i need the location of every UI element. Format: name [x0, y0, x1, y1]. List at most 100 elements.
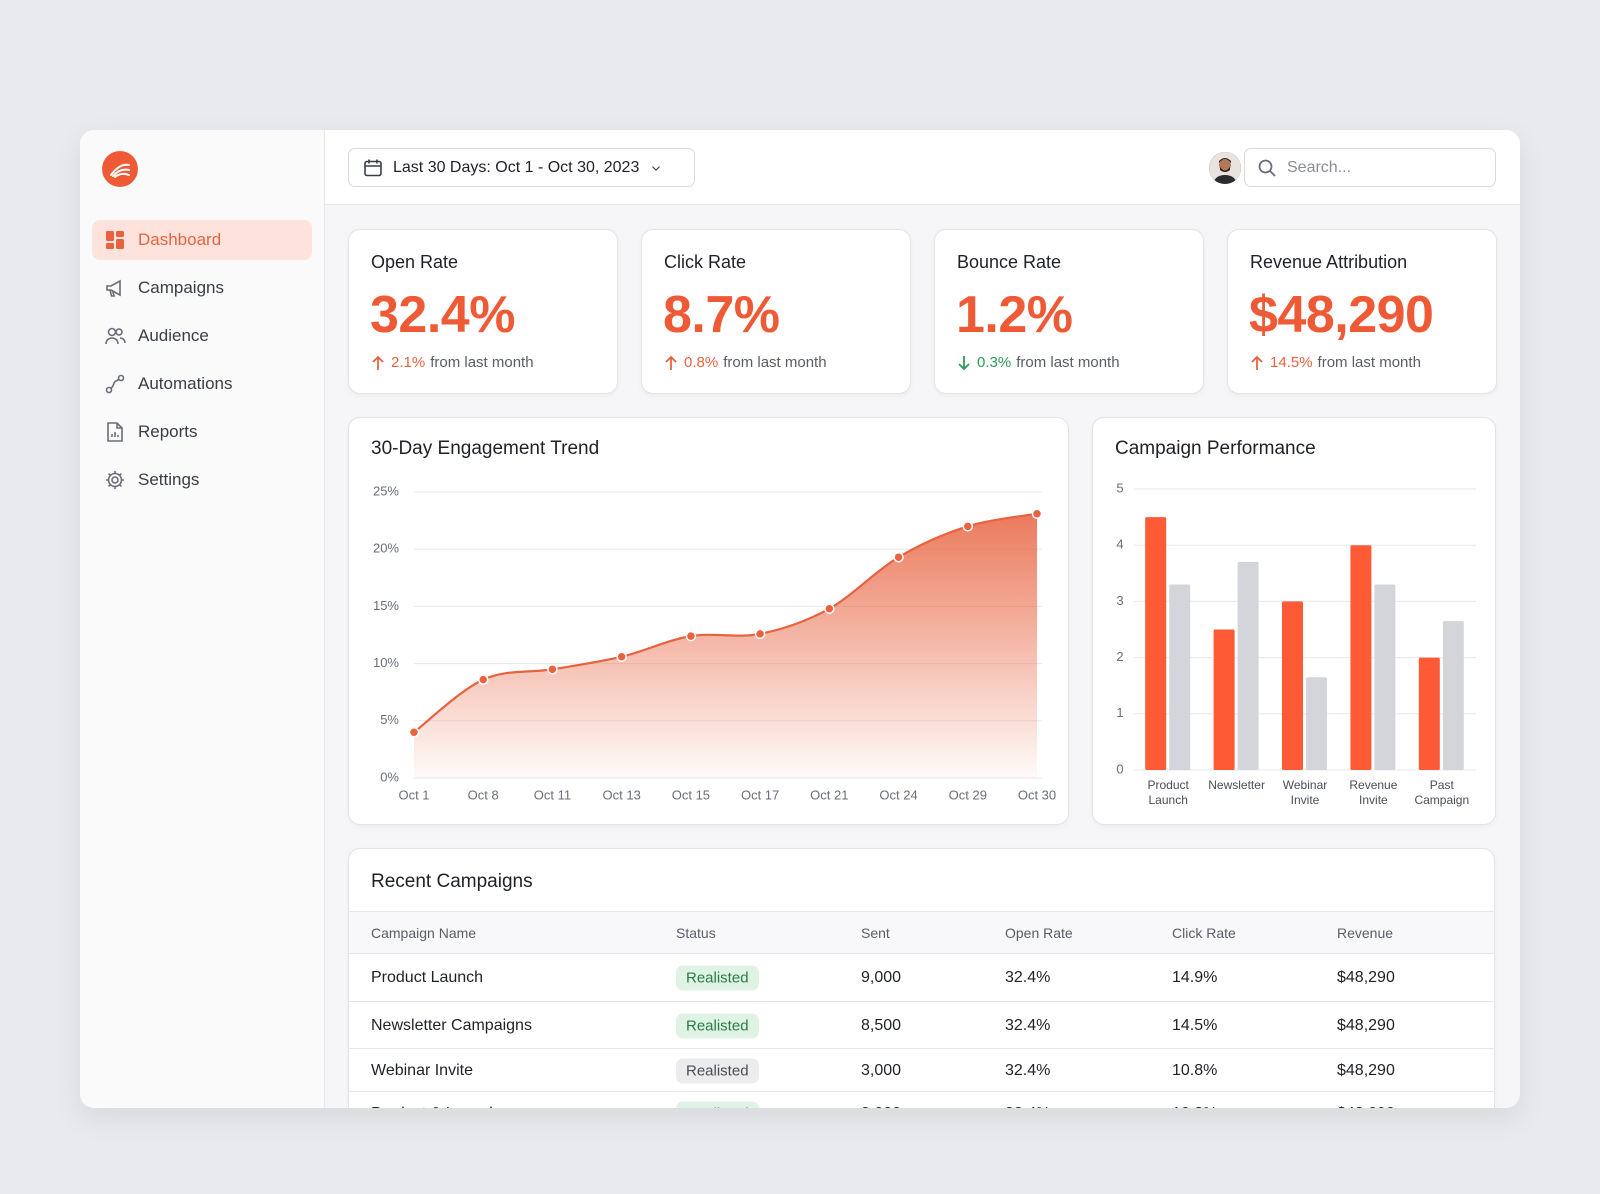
column-header: Campaign Name	[371, 925, 477, 941]
table-card: Recent Campaigns Campaign Name Status Sent…	[348, 848, 1495, 1108]
kpi-value: 1.2%	[956, 286, 1073, 344]
x-tick-label: Oct 11	[534, 787, 571, 802]
table-cell: $48,290	[1337, 1062, 1395, 1079]
table-cell: 9,000	[861, 969, 902, 986]
search-box[interactable]: Search...	[1244, 148, 1496, 187]
kpi-value: $48,290	[1249, 286, 1434, 344]
kpi-change: 14.5% from last month	[1250, 354, 1421, 371]
x-tick-label: Oct 15	[672, 787, 710, 802]
kpi-label: Bounce Rate	[957, 252, 1062, 272]
nav-item[interactable]: Automations	[92, 364, 312, 404]
x-tick-label: Oct 1	[398, 787, 429, 802]
arrow-shape	[665, 355, 677, 370]
x-tick-label: Oct 21	[810, 787, 848, 802]
bar	[1237, 562, 1259, 770]
nav-item[interactable]: Dashboard	[92, 220, 312, 260]
nav-label: Reports	[138, 422, 198, 441]
y-tick-label: 0%	[380, 769, 399, 784]
table-header	[349, 911, 1494, 954]
bar-chart-card: Campaign Performance 0 1 2 3 4 5 Product Launc…	[1092, 417, 1496, 825]
x-tick-label: Past Campaign	[1414, 778, 1470, 807]
sidebar: Dashboard Campaigns Audience Automations…	[80, 130, 325, 1108]
table-cell: Product & Launch	[371, 1105, 498, 1108]
table-cell: 8,500	[861, 1017, 902, 1034]
y-tick-label: 1	[1116, 705, 1123, 720]
kpi-change: 2.1% from last month	[371, 354, 534, 371]
kpi-change-note: from last month	[1317, 354, 1421, 371]
kpi-card: Revenue Attribution $48,290 14.5% from last…	[1227, 229, 1497, 394]
point	[1031, 508, 1043, 519]
nav-item[interactable]: Settings	[92, 460, 312, 500]
point	[962, 521, 974, 532]
nav-item[interactable]: Audience	[92, 316, 312, 356]
bar	[1374, 584, 1396, 770]
bar	[1306, 677, 1327, 770]
x-tick-label: Oct 30	[1018, 787, 1056, 802]
table-cell: $48,290	[1337, 969, 1395, 986]
date-range-label: Last 30 Days: Oct 1 - Oct 30, 2023	[393, 158, 640, 176]
x-tick-label: Webinar Invite	[1282, 778, 1328, 807]
kpi-label: Click Rate	[664, 252, 747, 272]
x-tick-label: Product Launch	[1147, 778, 1189, 807]
point	[408, 726, 420, 738]
status-pill: Realisted	[676, 1013, 759, 1039]
x-tick-label: Oct 24	[879, 787, 917, 802]
logo	[102, 151, 138, 187]
trend-arrow	[372, 355, 384, 370]
status-pill: Realisted	[676, 1101, 759, 1108]
line	[413, 512, 1038, 734]
point	[616, 651, 627, 662]
column-header: Click Rate	[1172, 925, 1236, 941]
nav-item[interactable]: Campaigns	[92, 268, 312, 308]
x-tick-label: Oct 13	[603, 787, 641, 802]
table-cell: 32.4%	[1005, 969, 1051, 986]
y-tick-label: 3	[1116, 593, 1123, 608]
chart-title: Campaign Performance	[1115, 438, 1316, 459]
table-title: Recent Campaigns	[371, 871, 533, 892]
x-tick-label: Oct 29	[949, 787, 987, 802]
x-tick-label: Oct 17	[741, 787, 779, 802]
kpi-change-note: from last month	[1016, 354, 1120, 371]
nav-item[interactable]: Reports	[92, 412, 312, 452]
chart-title: 30-Day Engagement Trend	[371, 438, 600, 459]
bar	[1282, 601, 1303, 770]
y-tick-label: 25%	[373, 483, 399, 498]
user-avatar[interactable]	[1209, 152, 1241, 184]
arrow-shape	[1251, 355, 1263, 370]
top-bar: Last 30 Days: Oct 1 - Oct 30, 2023 Searc…	[325, 130, 1520, 205]
table-cell: 10.8%	[1172, 1105, 1217, 1108]
y-tick-label: 5	[1116, 480, 1123, 495]
kpi-change: 0.3% from last month	[957, 354, 1120, 371]
kpi-change-value: 2.1%	[391, 354, 426, 371]
trend-arrow	[1251, 355, 1263, 370]
nav-label: Audience	[138, 326, 209, 345]
table-cell: 10.8%	[1172, 1062, 1218, 1079]
point	[547, 664, 558, 675]
app-window: Dashboard Campaigns Audience Automations…	[80, 130, 1520, 1108]
area	[414, 513, 1037, 778]
column-header: Status	[676, 925, 716, 941]
status-pill: Realisted	[676, 965, 759, 991]
x-tick-label: Revenue Invite	[1349, 778, 1398, 807]
nav-label: Settings	[138, 470, 200, 489]
status-pill: Realisted	[676, 1058, 759, 1084]
kpi-label: Revenue Attribution	[1250, 252, 1408, 272]
y-tick-label: 5%	[380, 712, 399, 727]
nav-label: Dashboard	[138, 230, 222, 249]
bar	[1442, 621, 1464, 770]
arrow-shape	[372, 355, 384, 370]
y-tick-label: 15%	[373, 598, 399, 613]
point	[685, 630, 697, 642]
y-tick-label: 0	[1116, 761, 1123, 776]
date-range-picker[interactable]: Last 30 Days: Oct 1 - Oct 30, 2023	[348, 148, 695, 187]
kpi-card: Click Rate 8.7% 0.8% from last month	[641, 229, 911, 394]
table-cell: $48,290	[1337, 1105, 1395, 1108]
y-tick-label: 20%	[373, 541, 399, 556]
table-cell: 3,000	[861, 1062, 902, 1079]
point	[824, 603, 835, 614]
arrow-shape	[958, 355, 970, 370]
kpi-change-value: 0.8%	[684, 354, 719, 371]
line-chart-card: 30-Day Engagement Trend 0% 5% 10% 15% 20% 25%…	[348, 417, 1069, 825]
kpi-label: Open Rate	[371, 252, 459, 272]
table-cell: 32.4%	[1005, 1017, 1051, 1034]
